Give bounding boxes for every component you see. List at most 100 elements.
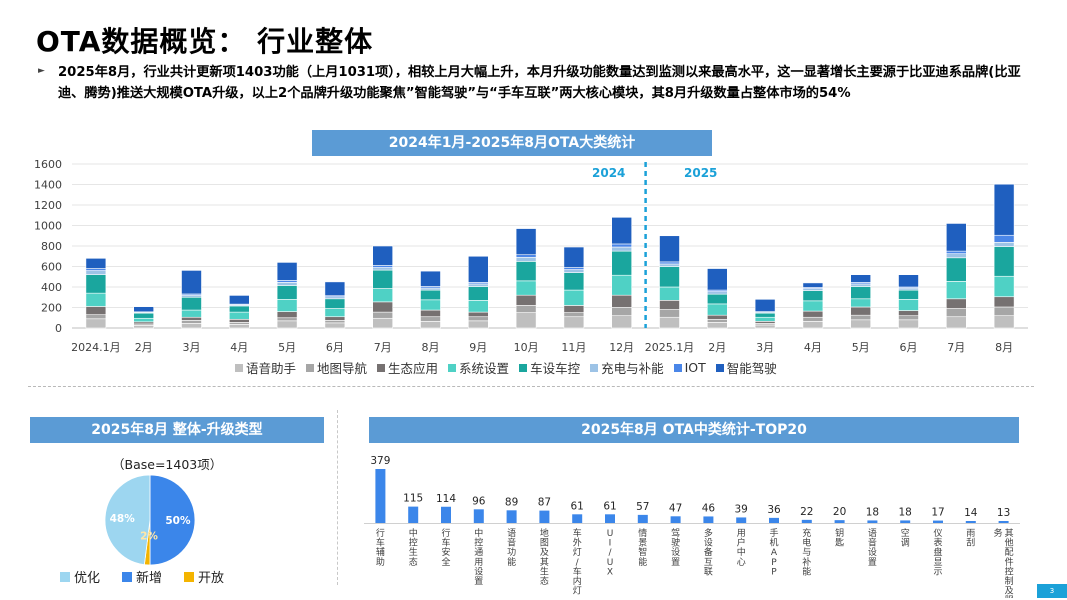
top20-chart-title: 2025年8月 OTA中类统计-TOP20 [369, 417, 1019, 443]
x-tick-label: 7月 [374, 341, 392, 354]
bar-segment [133, 312, 154, 319]
bar-segment [563, 246, 585, 268]
pie-chart: 48% 50% 2% [104, 474, 196, 566]
bar-segment [85, 314, 107, 320]
bar-segment [802, 282, 824, 288]
bar-segment [276, 311, 298, 319]
bar-segment [563, 269, 585, 273]
category-label: 多设备互联 [704, 527, 713, 577]
bar-segment [945, 257, 967, 282]
bar-segment [898, 287, 919, 291]
bar [441, 506, 451, 523]
bar-segment [515, 254, 537, 258]
bar-segment [324, 322, 346, 329]
category-label: 车外灯/车内灯 [573, 527, 582, 597]
bar-segment [898, 319, 919, 329]
legend-swatch [235, 363, 243, 372]
bar-segment [467, 286, 489, 301]
bar [736, 517, 747, 523]
pie-chart-title: 2025年8月 整体-升级类型 [30, 417, 324, 443]
bar-segment [467, 316, 489, 322]
bar-segment [85, 274, 107, 294]
bar-segment [563, 267, 585, 270]
legend-swatch [673, 363, 682, 372]
legend-label: 地图导航 [317, 361, 368, 376]
bar-segment [993, 234, 1015, 243]
bar-segment [467, 255, 489, 283]
bar-segment [945, 308, 967, 318]
x-tick-label: 2月 [708, 341, 726, 354]
bar-segment [802, 288, 824, 291]
bar-segment [802, 316, 824, 322]
bar-value-label: 89 [505, 496, 518, 508]
bar-segment [276, 299, 298, 312]
bar-segment [420, 299, 441, 311]
bar [965, 521, 976, 523]
bar-segment [85, 306, 107, 315]
bar-segment [515, 294, 537, 306]
bar-segment [659, 261, 680, 265]
bar-segment [181, 270, 202, 295]
year-label-2025: 2025 [684, 166, 718, 180]
bar-segment [802, 300, 824, 312]
bar-value-label: 379 [370, 455, 390, 467]
bar-segment [898, 299, 919, 311]
bar-segment [515, 261, 537, 282]
bar [375, 469, 386, 523]
vertical-divider [337, 410, 338, 585]
bar [670, 516, 681, 523]
bar-segment [372, 288, 394, 303]
bar-segment [324, 320, 346, 324]
legend-swatch [306, 363, 315, 372]
legend-item: 语音助手 [235, 358, 296, 377]
bar-segment [945, 316, 967, 329]
bar-segment [467, 311, 489, 318]
bar-segment [324, 298, 346, 309]
bar-segment [611, 307, 633, 316]
page-title: OTA数据概览： 行业整体 [36, 25, 374, 58]
legend-label: 语音助手 [246, 361, 297, 376]
legend-label: 新增 [136, 571, 163, 586]
legend-label: 开放 [198, 571, 225, 586]
bar-value-label: 114 [436, 493, 456, 505]
bar-segment [420, 270, 441, 287]
bar-segment [802, 321, 824, 329]
category-label: 情景智能 [638, 527, 647, 568]
category-label: 中控通用设置 [474, 527, 483, 587]
bar-segment [420, 309, 441, 318]
legend-label: 车设车控 [530, 361, 581, 376]
bar-value-label: 36 [767, 504, 781, 516]
year-label-2024: 2024 [592, 166, 626, 180]
bar-segment [945, 298, 967, 309]
bar-segment [420, 321, 441, 329]
bar-segment [659, 235, 680, 263]
bar [506, 510, 517, 523]
pie-data-label: 48% [110, 513, 136, 525]
bar-segment [229, 295, 250, 305]
bar-segment [181, 296, 202, 311]
bar-segment [993, 246, 1015, 277]
legend-item: 智能驾驶 [715, 358, 777, 377]
bar-segment [898, 310, 919, 316]
bar-segment [85, 268, 107, 271]
bar-segment [850, 314, 872, 321]
category-label: 手机 A P P [769, 527, 778, 577]
bar-segment [611, 243, 633, 248]
bar-segment [706, 293, 728, 305]
y-tick-label: 600 [41, 261, 62, 274]
bar-segment [372, 301, 394, 313]
legend-label: 优化 [74, 571, 101, 586]
y-tick-label: 1000 [34, 220, 62, 233]
bar-segment [467, 283, 489, 287]
bar-segment [706, 291, 728, 295]
bar-value-label: 61 [603, 500, 616, 512]
bar-segment [324, 296, 346, 300]
bar-segment [945, 223, 967, 252]
bar [900, 520, 911, 523]
bar-segment [611, 246, 633, 252]
bar-segment [229, 318, 250, 323]
bar-segment [563, 272, 585, 291]
legend-swatch [377, 363, 386, 372]
y-tick-label: 800 [41, 240, 62, 253]
bar-segment [659, 300, 680, 310]
